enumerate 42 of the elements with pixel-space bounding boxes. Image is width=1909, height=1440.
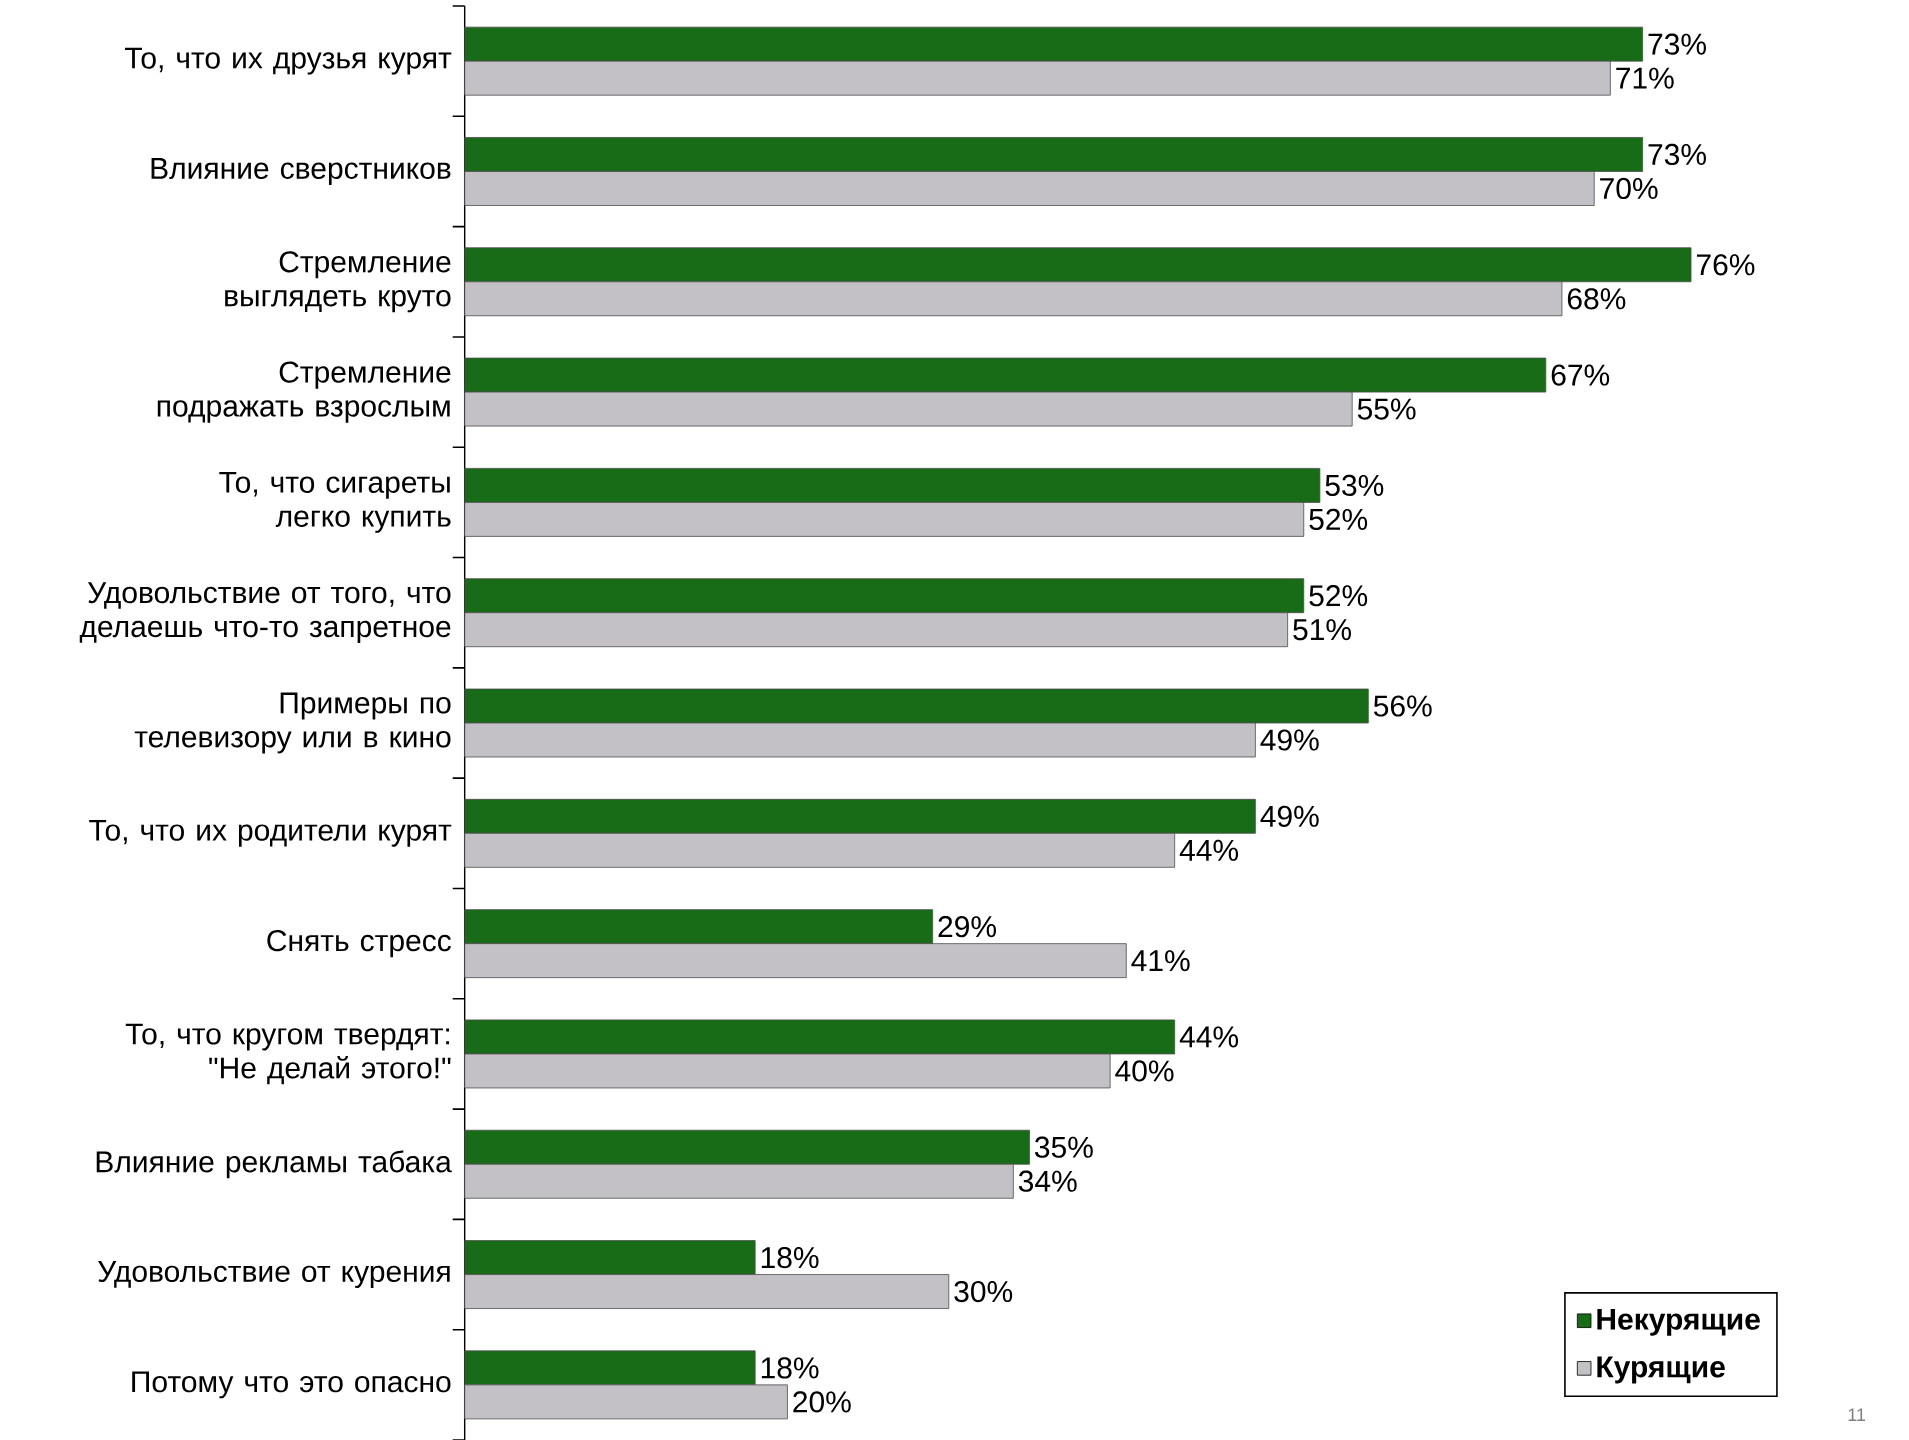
data-label: 52% [1309,585,1368,607]
data-label: 67% [1551,364,1610,386]
data-label: 56% [1373,695,1432,717]
data-label: 76% [1696,254,1755,276]
y-tick-label: То, что их родители курят [89,819,452,847]
data-label: 51% [1293,619,1351,641]
data-label: 41% [1131,950,1190,972]
data-label: 73% [1648,33,1706,55]
data-label: 49% [1260,805,1319,827]
y-tick-label: Примеры по телевизору или в кино [134,692,451,754]
data-label: 18% [761,1246,819,1269]
legend-label: Некурящие [1597,1308,1760,1336]
data-label: 70% [1600,177,1658,200]
legend-label: Курящие [1597,1356,1725,1384]
y-tick-label: То, что их друзья курят [125,47,452,75]
data-label: 29% [938,916,996,938]
data-label: 73% [1648,143,1706,166]
data-label: 34% [1018,1170,1077,1192]
data-label: 40% [1115,1060,1174,1082]
y-tick-label: То, что кругом твердят: "Не делай этого!" [125,1023,451,1085]
data-label: 18% [761,1357,819,1379]
text: 11 [1848,1408,1866,1421]
data-label: 52% [1309,508,1368,530]
data-label: 35% [1034,1136,1093,1158]
data-label: 53% [1325,474,1384,496]
y-tick-label: Потому что это опасно [132,1371,451,1399]
y-tick-label: Удовольствие от курения [97,1261,450,1288]
y-tick-label: Влияние сверстников [151,158,451,185]
y-tick-label: Влияние рекламы табака [96,1150,452,1179]
y-tick-label: То, что сигареты легко купить [219,471,451,533]
data-label: 44% [1179,839,1239,861]
y-tick-label: Стремление подражать взрослым [157,361,451,423]
data-label: 30% [954,1280,1013,1303]
y-tick-label: Стремление выглядеть круто [225,251,451,313]
data-label: 55% [1357,398,1416,420]
data-label: 71% [1616,67,1674,89]
data-label: 68% [1567,288,1626,310]
data-label: 20% [793,1391,851,1413]
data-label: 49% [1260,729,1319,751]
data-label: 44% [1179,1026,1239,1048]
y-tick-label: Снять стресс [267,930,451,958]
y-tick-label: Удовольствие от того, что делаешь что-то запретное [79,582,451,644]
